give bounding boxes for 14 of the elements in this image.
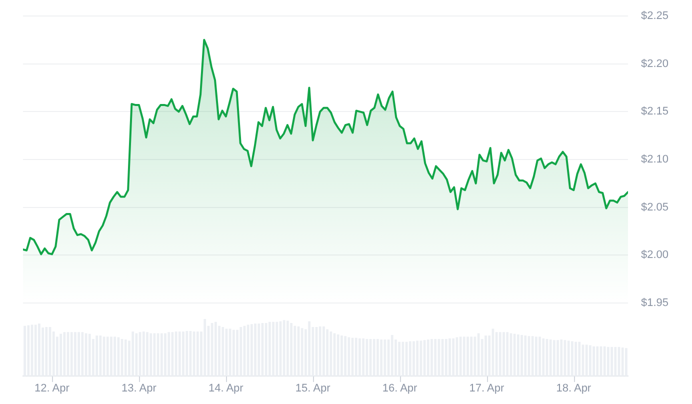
x-tick-label: 14. Apr	[208, 382, 244, 395]
x-tick-label: 12. Apr	[34, 382, 70, 395]
y-tick-label: $2.00	[641, 249, 669, 262]
y-tick-label: $2.10	[641, 154, 669, 166]
y-tick-label: $2.20	[641, 58, 669, 70]
y-tick-label: $2.05	[641, 201, 669, 214]
y-tick-label: $1.95	[641, 297, 669, 310]
x-tick-label: 13. Apr	[122, 382, 157, 395]
x-tick-label: 16. Apr	[382, 382, 418, 395]
x-tick-label: 18. Apr	[556, 382, 592, 395]
x-tick-label: 17. Apr	[469, 382, 504, 395]
x-tick-label: 15. Apr	[295, 382, 331, 395]
y-tick-label: $2.25	[641, 10, 669, 22]
y-tick-label: $2.15	[641, 106, 669, 118]
